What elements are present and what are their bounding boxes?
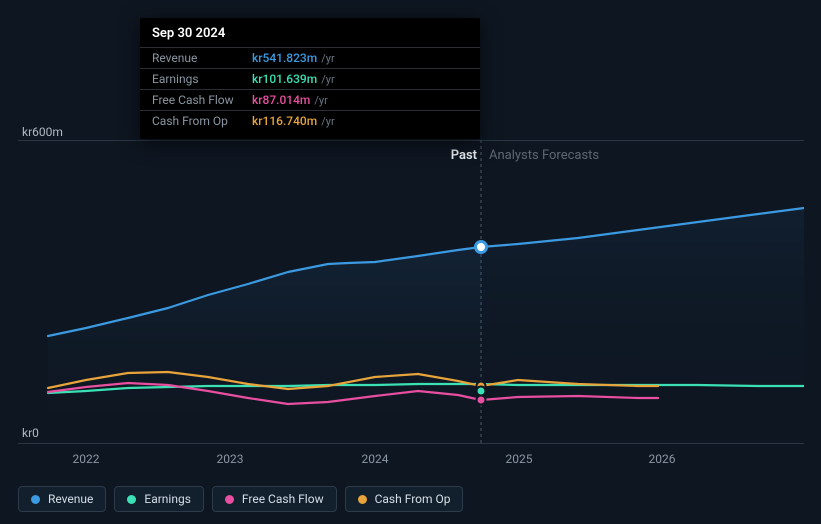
legend-revenue[interactable]: Revenue	[18, 486, 106, 512]
tooltip-row: Revenuekr541.823m/yr	[140, 47, 480, 68]
legend-dot-icon	[31, 495, 40, 504]
tooltip-unit: /yr	[321, 73, 334, 86]
earnings-marker	[478, 388, 485, 395]
x-axis-label: 2023	[217, 452, 244, 466]
tooltip-label: Free Cash Flow	[152, 93, 252, 107]
x-axis-label: 2026	[649, 452, 676, 466]
legend-fcf[interactable]: Free Cash Flow	[212, 486, 337, 512]
x-axis: 2022 2023 2024 2025 2026	[18, 452, 804, 472]
tooltip-label: Earnings	[152, 72, 252, 86]
tooltip-row: Cash From Opkr116.740m/yr	[140, 110, 480, 131]
x-axis-label: 2024	[362, 452, 389, 466]
revenue-marker	[477, 243, 485, 251]
tooltip-value: kr101.639m	[252, 72, 317, 86]
legend: Revenue Earnings Free Cash Flow Cash From O…	[18, 486, 463, 512]
x-axis-label: 2022	[73, 452, 100, 466]
tooltip-title: Sep 30 2024	[140, 26, 480, 47]
tooltip-unit: /yr	[314, 94, 327, 107]
legend-label: Cash From Op	[375, 492, 451, 506]
legend-cfo[interactable]: Cash From Op	[345, 486, 464, 512]
legend-label: Revenue	[48, 492, 93, 506]
tooltip-row: Earningskr101.639m/yr	[140, 68, 480, 89]
x-axis-label: 2025	[506, 452, 533, 466]
tooltip-unit: /yr	[321, 52, 334, 65]
tooltip-unit: /yr	[321, 115, 334, 128]
tooltip-label: Revenue	[152, 51, 252, 65]
legend-earnings[interactable]: Earnings	[114, 486, 204, 512]
legend-label: Earnings	[144, 492, 191, 506]
legend-dot-icon	[358, 495, 367, 504]
tooltip: Sep 30 2024 Revenuekr541.823m/yrEarnings…	[140, 18, 480, 139]
tooltip-label: Cash From Op	[152, 114, 252, 128]
y-axis-label-max: kr600m	[22, 125, 63, 139]
tooltip-row: Free Cash Flowkr87.014m/yr	[140, 89, 480, 110]
tooltip-value: kr541.823m	[252, 51, 317, 65]
tooltip-value: kr87.014m	[252, 93, 310, 107]
chart-svg	[18, 140, 804, 444]
legend-dot-icon	[225, 495, 234, 504]
legend-dot-icon	[127, 495, 136, 504]
tooltip-value: kr116.740m	[252, 114, 317, 128]
fcf-marker	[478, 397, 485, 404]
legend-label: Free Cash Flow	[242, 492, 324, 506]
chart-area	[18, 140, 804, 444]
